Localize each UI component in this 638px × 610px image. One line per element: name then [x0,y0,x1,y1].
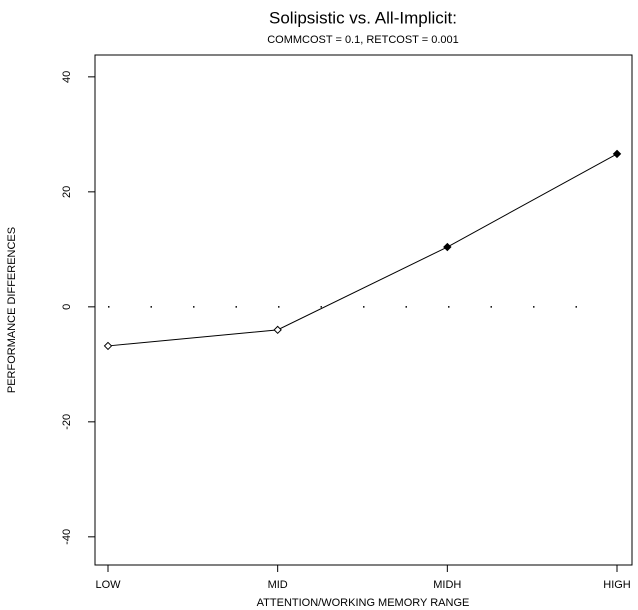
plot-frame [94,54,633,566]
chart-subtitle: COMMCOST = 0.1, RETCOST = 0.001 [267,34,459,46]
y-tick-label: 40 [61,71,73,83]
marker [612,149,622,159]
marker [273,325,282,335]
x-tick-label: LOW [95,579,121,591]
x-tick-label: MIDH [433,579,461,591]
x-axis-label: ATTENTION/WORKING MEMORY RANGE [257,597,470,609]
x-tick-label: HIGH [603,579,631,591]
x-tick-label: MID [268,579,288,591]
marker [103,341,113,351]
y-tick-label: -40 [61,529,73,545]
y-axis-label: PERFORMANCE DIFFERENCES [6,227,18,393]
marker [443,242,452,252]
y-tick-label: 20 [61,186,73,198]
line [107,153,618,347]
y-tick-label: -20 [61,414,73,430]
y-tick-label: 0 [61,304,73,310]
chart-title: Solipsistic vs. All-Implicit: [269,8,457,27]
